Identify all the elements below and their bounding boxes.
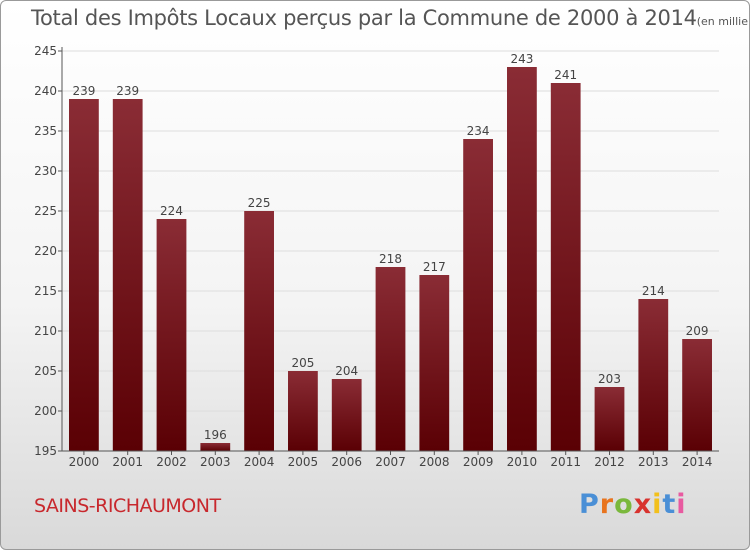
commune-name: SAINS-RICHAUMONT <box>34 495 221 517</box>
x-tick-label: 2000 <box>69 455 100 469</box>
x-tick-label: 2006 <box>331 455 362 469</box>
y-tick-label: 235 <box>34 124 57 138</box>
bar-value-label: 203 <box>598 372 621 386</box>
y-tick-label: 225 <box>34 204 57 218</box>
bar-value-label: 239 <box>116 84 139 98</box>
bar-value-label: 218 <box>379 252 402 266</box>
bar <box>331 379 362 451</box>
bar-value-label: 214 <box>642 284 665 298</box>
logo-letter: t <box>662 489 677 520</box>
x-tick-label: 2013 <box>638 455 669 469</box>
bar-value-label: 243 <box>510 52 533 66</box>
bar-value-label: 209 <box>686 324 709 338</box>
x-tick-label: 2001 <box>112 455 143 469</box>
y-tick-label: 230 <box>34 164 57 178</box>
bar <box>69 99 99 451</box>
bar <box>682 339 712 451</box>
x-tick-label: 2010 <box>507 455 538 469</box>
bar <box>244 211 274 451</box>
bar <box>594 387 625 451</box>
bar-value-label: 234 <box>467 124 490 138</box>
bar <box>419 275 450 451</box>
y-tick-label: 215 <box>34 284 57 298</box>
bar-value-label: 196 <box>204 428 227 442</box>
logo-letter: i <box>652 489 663 520</box>
bar-value-label: 217 <box>423 260 446 274</box>
y-tick-label: 205 <box>34 364 57 378</box>
y-tick-label: 220 <box>34 244 57 258</box>
proxiti-logo: Proxiti <box>579 489 687 520</box>
bar-value-label: 204 <box>335 364 358 378</box>
x-tick-label: 2003 <box>200 455 231 469</box>
y-tick-label: 200 <box>34 404 57 418</box>
x-tick-label: 2008 <box>419 455 450 469</box>
x-tick-label: 2004 <box>244 455 275 469</box>
x-tick-label: 2011 <box>550 455 581 469</box>
logo-letter: o <box>614 489 634 520</box>
logo-letter: r <box>599 489 615 520</box>
x-tick-label: 2005 <box>288 455 319 469</box>
x-tick-label: 2007 <box>375 455 406 469</box>
logo-letter: i <box>676 489 687 520</box>
bar-value-label: 224 <box>160 204 183 218</box>
bar <box>463 139 493 451</box>
x-tick-label: 2002 <box>156 455 187 469</box>
bar <box>288 371 318 451</box>
bar <box>550 83 581 451</box>
chart-title: Total des Impôts Locaux perçus par la Co… <box>31 6 749 30</box>
bar-value-label: 239 <box>72 84 95 98</box>
chart-title-main: Total des Impôts Locaux perçus par la Co… <box>31 6 697 30</box>
x-tick-label: 2014 <box>682 455 713 469</box>
y-tick-label: 240 <box>34 84 57 98</box>
x-tick-label: 2009 <box>463 455 494 469</box>
chart-title-unit: (en milliers d'€) <box>696 15 749 28</box>
bar-value-label: 205 <box>291 356 314 370</box>
bar <box>200 443 231 451</box>
logo-letter: x <box>633 489 653 520</box>
bar <box>638 299 669 451</box>
y-tick-label: 245 <box>34 44 57 58</box>
bar <box>112 99 143 451</box>
logo-letter: P <box>579 489 600 520</box>
bar <box>156 219 187 451</box>
bar-value-label: 225 <box>248 196 271 210</box>
y-tick-label: 195 <box>34 444 57 458</box>
bar <box>507 67 537 451</box>
bar-value-label: 241 <box>554 68 577 82</box>
x-tick-label: 2012 <box>594 455 625 469</box>
y-tick-label: 210 <box>34 324 57 338</box>
bar <box>375 267 406 451</box>
